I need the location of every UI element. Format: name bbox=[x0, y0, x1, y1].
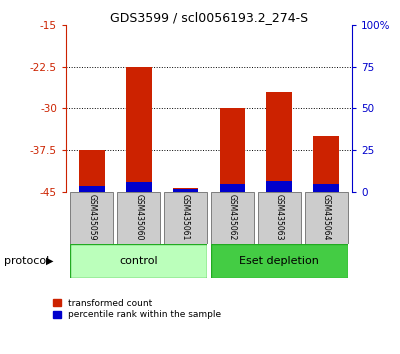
Title: GDS3599 / scl0056193.2_274-S: GDS3599 / scl0056193.2_274-S bbox=[110, 11, 308, 24]
Bar bbox=[126, 182, 152, 192]
Bar bbox=[173, 188, 198, 192]
Bar bbox=[313, 136, 339, 192]
FancyBboxPatch shape bbox=[164, 192, 207, 244]
Text: ▶: ▶ bbox=[46, 256, 54, 266]
Bar bbox=[220, 184, 245, 192]
FancyBboxPatch shape bbox=[211, 244, 348, 278]
Text: GSM435064: GSM435064 bbox=[322, 194, 331, 240]
FancyBboxPatch shape bbox=[70, 192, 113, 244]
Text: GSM435060: GSM435060 bbox=[134, 194, 143, 240]
Bar bbox=[220, 108, 245, 192]
Bar bbox=[79, 150, 105, 192]
Bar bbox=[79, 187, 105, 192]
Text: GSM435061: GSM435061 bbox=[181, 194, 190, 240]
Bar bbox=[313, 184, 339, 192]
Text: GSM435062: GSM435062 bbox=[228, 194, 237, 240]
Bar bbox=[126, 67, 152, 192]
Bar bbox=[173, 189, 198, 192]
Text: protocol: protocol bbox=[4, 256, 49, 266]
FancyBboxPatch shape bbox=[117, 192, 160, 244]
FancyBboxPatch shape bbox=[305, 192, 348, 244]
FancyBboxPatch shape bbox=[211, 192, 254, 244]
Bar bbox=[266, 92, 292, 192]
FancyBboxPatch shape bbox=[70, 244, 207, 278]
Text: GSM435059: GSM435059 bbox=[87, 194, 96, 240]
Text: control: control bbox=[119, 256, 158, 266]
Legend: transformed count, percentile rank within the sample: transformed count, percentile rank withi… bbox=[52, 299, 221, 319]
FancyBboxPatch shape bbox=[258, 192, 301, 244]
Text: GSM435063: GSM435063 bbox=[275, 194, 284, 240]
Text: Eset depletion: Eset depletion bbox=[239, 256, 319, 266]
Bar bbox=[266, 181, 292, 192]
